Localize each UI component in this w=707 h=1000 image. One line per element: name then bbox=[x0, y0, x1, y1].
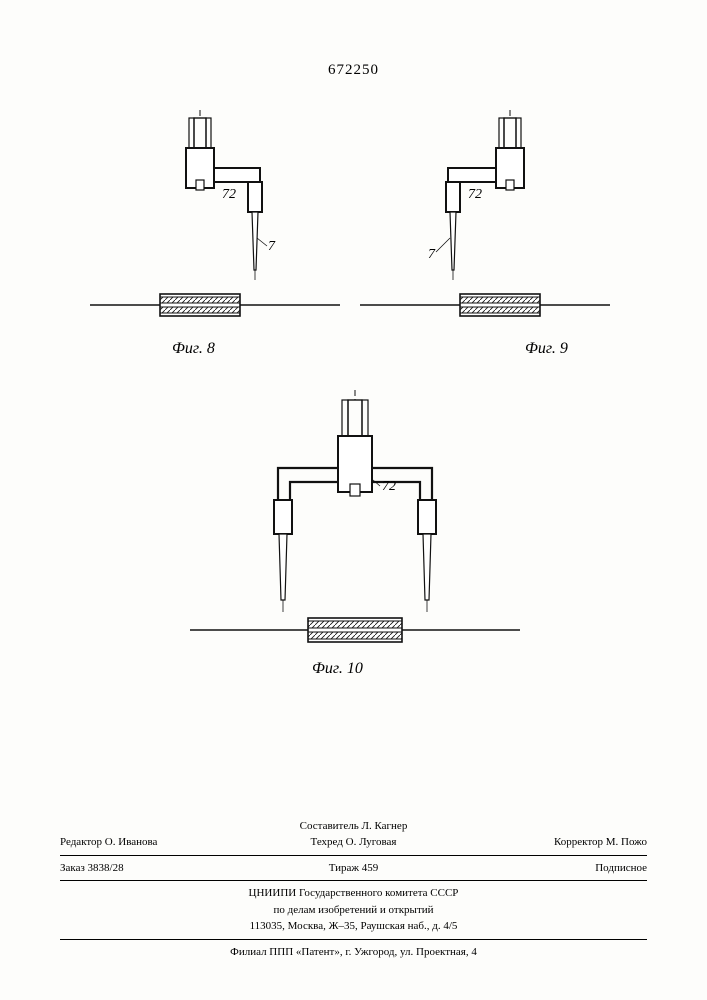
rule-3 bbox=[60, 939, 647, 940]
figures-container: 72 7 Фиг. 8 bbox=[0, 90, 707, 730]
order-number: Заказ 3838/28 bbox=[60, 860, 256, 877]
footer-block: Составитель Л. Кагнер Редактор О. Иванов… bbox=[60, 818, 647, 961]
techred: Техред О. Луговая bbox=[256, 834, 452, 851]
figure-9: 72 7 bbox=[360, 110, 610, 380]
page: 672250 72 bbox=[0, 0, 707, 1000]
compiler-line: Составитель Л. Кагнер bbox=[60, 818, 647, 835]
figure-8: 72 7 bbox=[90, 110, 340, 380]
printer-line: Филиал ППП «Патент», г. Ужгород, ул. Про… bbox=[60, 944, 647, 961]
editor: Редактор О. Иванова bbox=[60, 834, 256, 851]
fig9-ref-arm: 72 bbox=[468, 187, 482, 202]
subscription: Подписное bbox=[451, 860, 647, 877]
fig9-ref-tip: 7 bbox=[428, 247, 436, 262]
fig8-ref-arm: 72 bbox=[222, 187, 236, 202]
rule-2 bbox=[60, 880, 647, 881]
document-number: 672250 bbox=[328, 62, 379, 79]
fig10-ref-arm: 72 bbox=[382, 479, 396, 494]
fig9-label: Фиг. 9 bbox=[525, 340, 568, 358]
org-line-2: по делам изобретений и открытий bbox=[60, 902, 647, 919]
org-line-3: 113035, Москва, Ж–35, Раушская наб., д. … bbox=[60, 918, 647, 935]
print-run: Тираж 459 bbox=[256, 860, 452, 877]
corrector: Корректор М. Пожо bbox=[451, 834, 647, 851]
credits-row-2: Заказ 3838/28 Тираж 459 Подписное bbox=[60, 860, 647, 877]
rule-1 bbox=[60, 855, 647, 856]
credits-row-1: Редактор О. Иванова Техред О. Луговая Ко… bbox=[60, 834, 647, 851]
fig10-label: Фиг. 10 bbox=[312, 660, 363, 678]
fig8-ref-tip: 7 bbox=[268, 239, 276, 254]
org-line-1: ЦНИИПИ Государственного комитета СССР bbox=[60, 885, 647, 902]
fig8-label: Фиг. 8 bbox=[172, 340, 215, 358]
